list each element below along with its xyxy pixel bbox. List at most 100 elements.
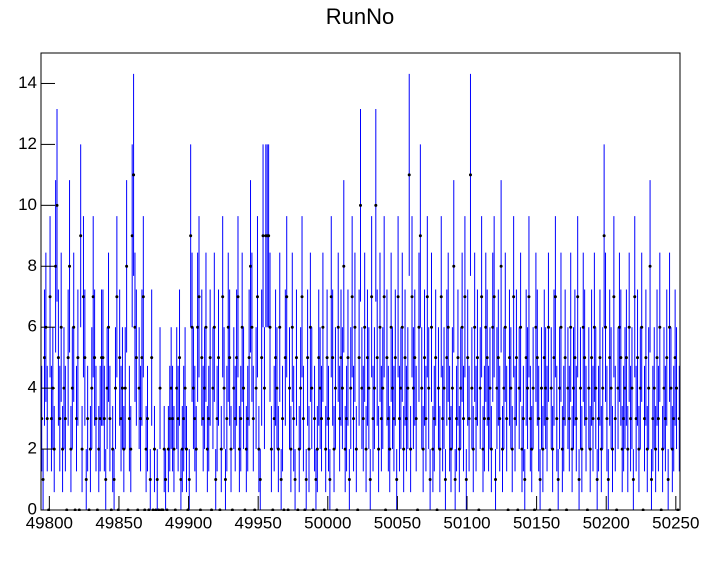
data-point — [208, 356, 212, 360]
data-point — [219, 447, 223, 451]
data-point — [158, 386, 162, 390]
data-point — [626, 447, 630, 451]
data-point — [176, 417, 180, 421]
data-point — [481, 447, 485, 451]
data-point — [68, 264, 72, 268]
data-point — [345, 417, 349, 421]
data-point — [591, 417, 595, 421]
data-point — [69, 447, 73, 451]
data-point — [643, 417, 646, 421]
data-point — [434, 356, 438, 360]
data-point — [514, 356, 518, 360]
data-point — [417, 325, 421, 329]
data-point — [588, 447, 592, 451]
data-point — [471, 447, 475, 451]
data-point — [576, 295, 580, 299]
data-point — [610, 447, 614, 451]
data-point — [391, 386, 395, 390]
data-point — [223, 478, 227, 482]
data-point — [140, 356, 144, 360]
data-point — [629, 417, 633, 421]
data-point — [48, 295, 52, 299]
data-point — [545, 417, 549, 421]
data-point — [631, 478, 635, 482]
data-point — [178, 356, 182, 360]
data-point — [354, 447, 358, 451]
data-point — [236, 295, 240, 299]
data-point — [512, 295, 516, 299]
x-tick-label: 50150 — [513, 513, 560, 532]
data-point — [503, 325, 507, 329]
data-point — [555, 417, 559, 421]
data-point — [246, 417, 250, 421]
data-point — [624, 356, 628, 360]
data-point — [462, 417, 466, 421]
data-point — [113, 386, 117, 390]
data-point — [402, 447, 406, 451]
data-point — [125, 264, 129, 268]
data-point — [455, 417, 459, 421]
data-point — [499, 264, 503, 268]
data-point — [495, 386, 499, 390]
data-point — [204, 325, 208, 329]
data-point — [102, 417, 106, 421]
data-point — [418, 234, 422, 238]
data-point — [75, 417, 78, 421]
data-point — [581, 325, 585, 329]
data-point — [347, 478, 351, 482]
data-point — [558, 386, 562, 390]
data-point — [203, 386, 207, 390]
data-point — [83, 356, 87, 360]
data-point — [655, 356, 659, 360]
data-point — [492, 295, 496, 299]
data-point — [72, 325, 76, 329]
data-point — [88, 447, 92, 451]
data-point — [403, 356, 407, 360]
data-point — [150, 356, 154, 360]
data-point — [228, 356, 232, 360]
data-point — [439, 295, 443, 299]
data-point — [359, 203, 362, 207]
data-point — [139, 417, 143, 421]
data-point — [638, 386, 642, 390]
data-point — [324, 447, 328, 451]
data-point — [339, 356, 343, 360]
data-point — [244, 447, 248, 451]
data-point — [597, 417, 601, 421]
data-point — [237, 447, 241, 451]
data-point — [658, 325, 662, 329]
x-tick-label: 49850 — [95, 513, 142, 532]
y-tick-label: 4 — [28, 378, 37, 397]
data-point — [272, 417, 276, 421]
data-point — [648, 264, 652, 268]
data-point — [93, 356, 97, 360]
data-point — [647, 386, 651, 390]
data-point — [604, 325, 608, 329]
data-point — [129, 447, 133, 451]
data-point — [457, 447, 461, 451]
data-point — [54, 264, 58, 268]
data-point — [313, 417, 317, 421]
data-point — [410, 295, 414, 299]
data-point — [254, 386, 258, 390]
data-point — [521, 417, 525, 421]
data-point — [546, 325, 550, 329]
data-point — [250, 325, 254, 329]
data-point — [520, 447, 524, 451]
data-point — [94, 417, 98, 421]
data-point — [442, 386, 446, 390]
data-point — [599, 447, 603, 451]
data-point — [59, 325, 63, 329]
data-point — [285, 295, 289, 299]
data-point — [293, 478, 297, 482]
data-point — [421, 447, 425, 451]
data-point — [590, 356, 594, 360]
data-point — [663, 417, 667, 421]
data-point — [534, 325, 538, 329]
data-point — [130, 234, 134, 238]
data-point — [267, 234, 271, 238]
data-point — [212, 325, 216, 329]
data-point — [386, 417, 390, 421]
data-point — [456, 356, 460, 360]
